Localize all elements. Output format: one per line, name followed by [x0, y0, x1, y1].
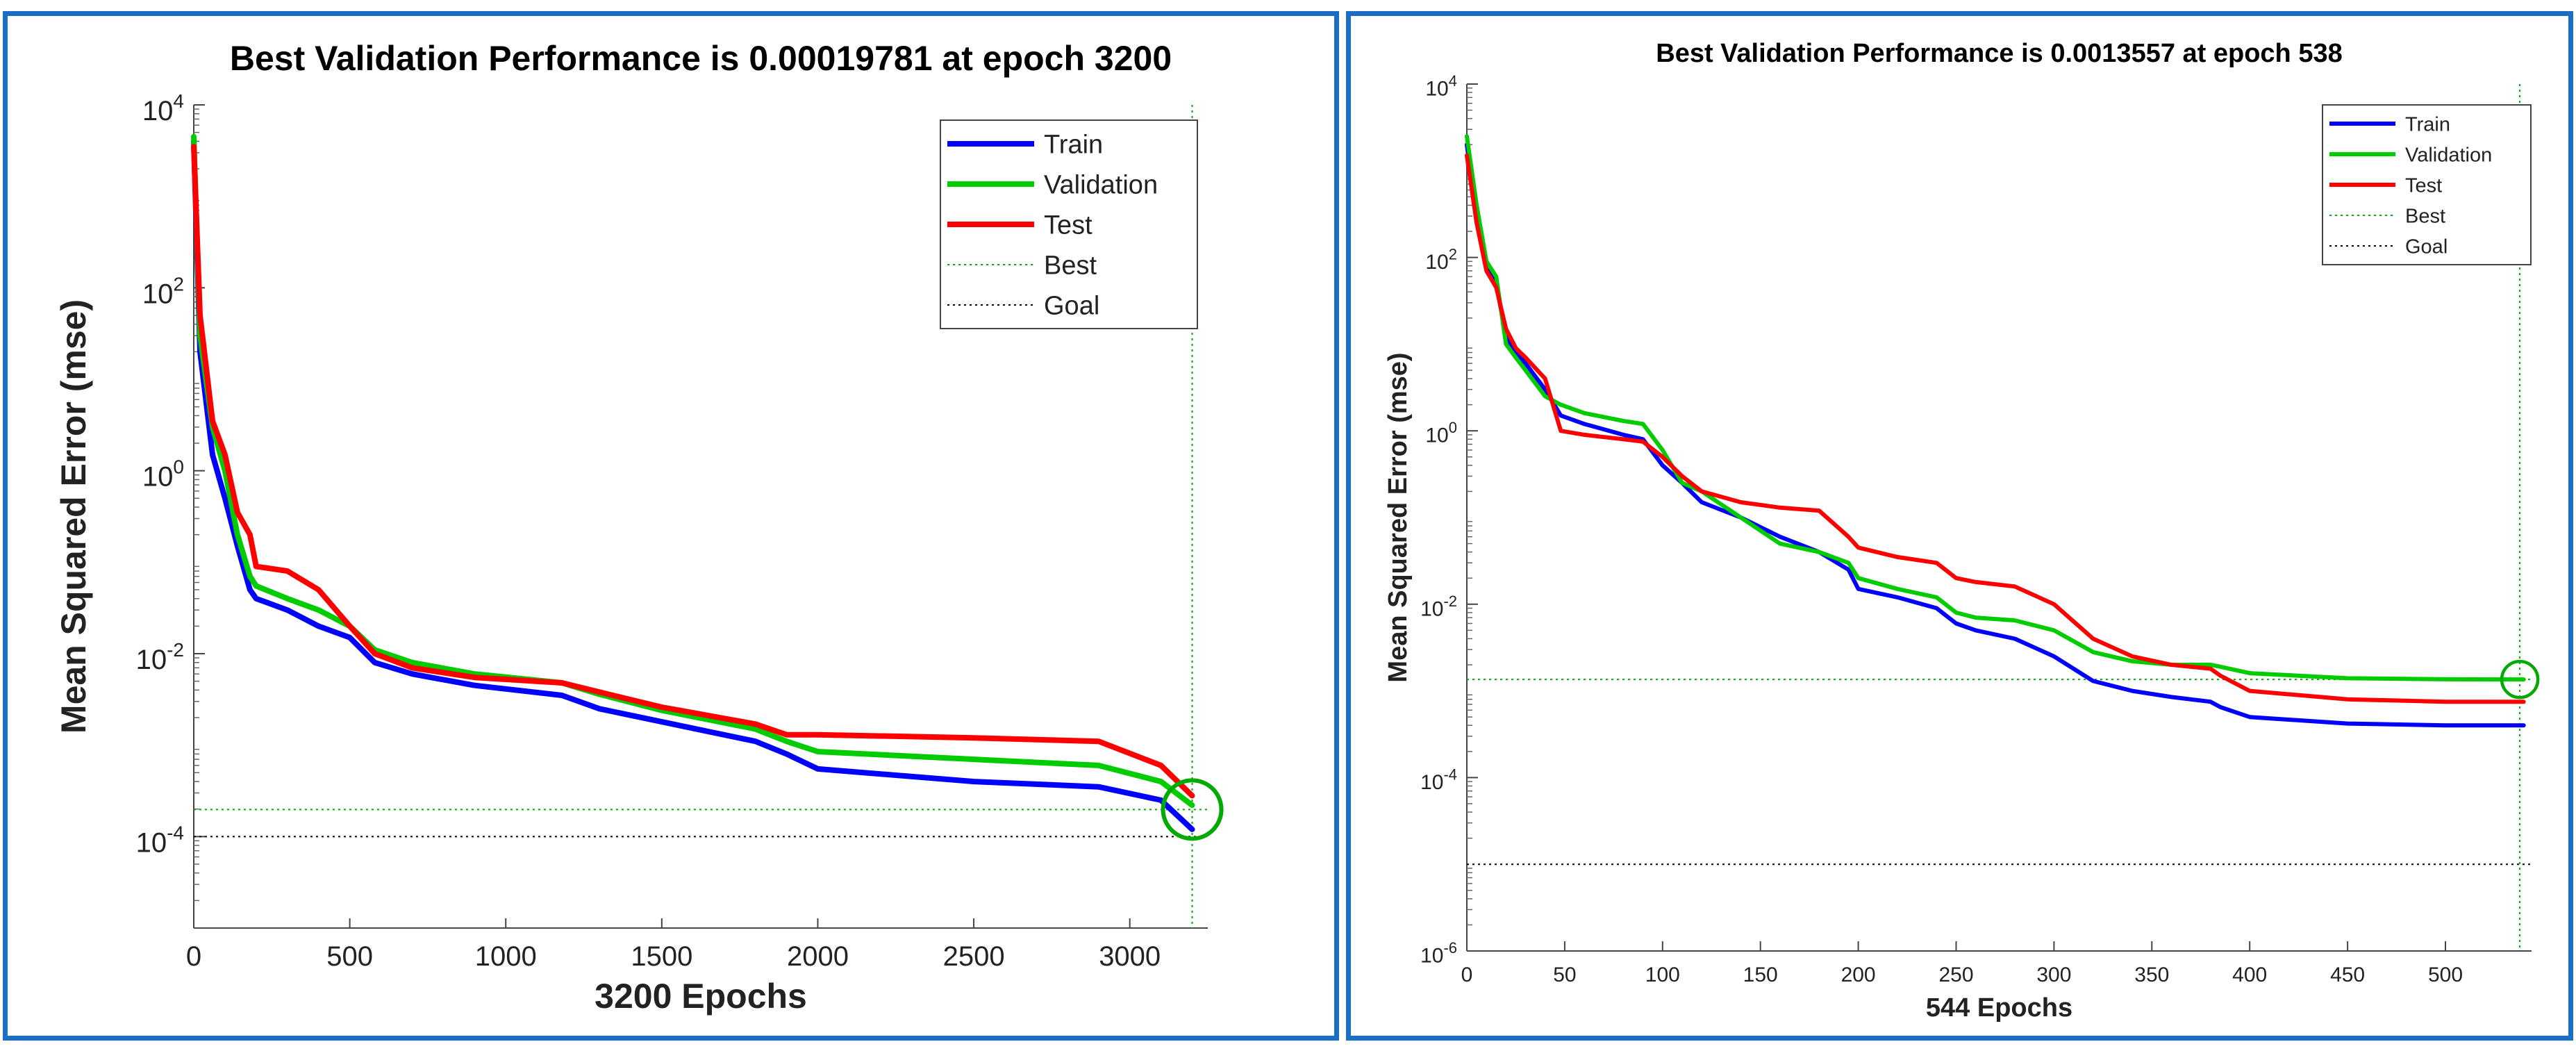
y-tick-label: 102 [1425, 246, 1457, 274]
x-tick-label: 500 [2428, 963, 2463, 986]
x-tick-label: 250 [1938, 963, 1973, 986]
legend-label-test: Test [2405, 174, 2442, 197]
y-tick-label: 104 [1425, 72, 1457, 101]
y-tick-exponent: 0 [173, 456, 184, 478]
x-tick-label: 500 [326, 941, 373, 972]
x-tick-label: 150 [1743, 963, 1778, 986]
x-tick-label: 0 [186, 941, 201, 972]
chart-panel-right: 0 50 100 150 200 250 300 350 400 450 500 10-6 10-4 10… [1346, 11, 2573, 1041]
y-tick-exponent: -2 [1443, 593, 1457, 610]
series-line-test [191, 144, 1195, 799]
best-point-marker [2500, 659, 2540, 700]
x-tick-label: 3000 [1099, 941, 1161, 972]
series-line-validation [1465, 134, 2526, 682]
x-tick-label: 300 [2036, 963, 2071, 986]
y-tick-base: 10 [142, 279, 174, 309]
x-tick-label: 450 [2330, 963, 2365, 986]
chart-title: Best Validation Performance is 0.0001978… [230, 39, 1172, 78]
legend-label-test: Test [1044, 211, 1092, 240]
y-tick-base: 10 [142, 96, 174, 126]
x-tick-label: 50 [1553, 963, 1576, 986]
y-tick-base: 10 [1420, 771, 1443, 794]
best-point-marker [1161, 778, 1224, 841]
x-tick-label: 400 [2232, 963, 2267, 986]
legend-label-goal: Goal [2405, 235, 2448, 258]
y-tick-base: 10 [1425, 424, 1448, 447]
y-tick-label: 100 [142, 456, 184, 493]
y-axis-label: Mean Squared Error (mse) [54, 299, 93, 734]
performance-chart-right: 0 50 100 150 200 250 300 350 400 450 50010-610-410… [1383, 39, 2540, 1023]
series-line-test [1465, 153, 2526, 704]
y-tick-exponent: 2 [173, 273, 184, 295]
x-tick-label: 350 [2134, 963, 2169, 986]
y-tick-label: 100 [1425, 419, 1457, 447]
x-tick-label: 200 [1841, 963, 1876, 986]
y-tick-exponent: 2 [1449, 246, 1457, 263]
y-tick-label: 10-4 [136, 822, 184, 858]
y-tick-label: 10-2 [1420, 593, 1457, 621]
x-tick-label: 100 [1645, 963, 1680, 986]
y-tick-exponent: 4 [173, 90, 184, 112]
y-tick-label: 10-4 [1420, 766, 1457, 794]
y-tick-base: 10 [1425, 78, 1448, 101]
chart-panel-left: 0 500 1000 1500 2000 2500 3000 10-4 10-2 100 102 10… [3, 11, 1339, 1041]
chart-title: Best Validation Performance is 0.0013557… [1656, 39, 2342, 68]
y-tick-exponent: -4 [167, 822, 184, 843]
y-tick-label: 10-6 [1420, 939, 1457, 968]
series-line-validation [191, 133, 1195, 809]
x-tick-label: 1500 [631, 941, 692, 972]
y-tick-exponent: -2 [167, 639, 184, 661]
legend: Train Validation Test Best Goal [2322, 104, 2532, 265]
legend-label-validation: Validation [1044, 171, 1158, 200]
y-tick-base: 10 [1420, 597, 1443, 620]
x-tick-label: 2000 [787, 941, 849, 972]
y-tick-exponent: 4 [1449, 72, 1457, 90]
y-tick-base: 10 [1425, 251, 1448, 274]
x-tick-label: 1000 [475, 941, 537, 972]
y-tick-base: 10 [1420, 945, 1443, 968]
x-axis-label: 544 Epochs [1926, 993, 2072, 1023]
y-tick-exponent: 0 [1449, 419, 1457, 436]
y-tick-label: 102 [142, 273, 184, 309]
y-tick-exponent: -4 [1443, 766, 1457, 783]
legend-label-best: Best [1044, 251, 1097, 281]
legend-label-train: Train [1044, 131, 1103, 160]
y-tick-exponent: -6 [1443, 939, 1457, 957]
legend-label-goal: Goal [1044, 292, 1099, 321]
x-axis-label: 3200 Epochs [595, 977, 807, 1016]
series-line-train [191, 138, 1195, 832]
y-tick-base: 10 [136, 645, 167, 675]
y-tick-label: 10-2 [136, 639, 184, 675]
legend: Train Validation Test Best Goal [940, 119, 1198, 329]
performance-chart-left: 0 500 1000 1500 2000 2500 300010-410-210010210… [54, 39, 1224, 1016]
legend-label-best: Best [2405, 205, 2445, 227]
y-tick-label: 104 [142, 90, 184, 126]
y-tick-base: 10 [136, 827, 167, 858]
y-tick-base: 10 [142, 462, 174, 493]
legend-label-train: Train [2405, 113, 2450, 135]
x-tick-label: 0 [1461, 963, 1473, 986]
x-tick-label: 2500 [943, 941, 1005, 972]
legend-label-validation: Validation [2405, 144, 2492, 166]
y-axis-label: Mean Squared Error (mse) [1383, 352, 1413, 682]
